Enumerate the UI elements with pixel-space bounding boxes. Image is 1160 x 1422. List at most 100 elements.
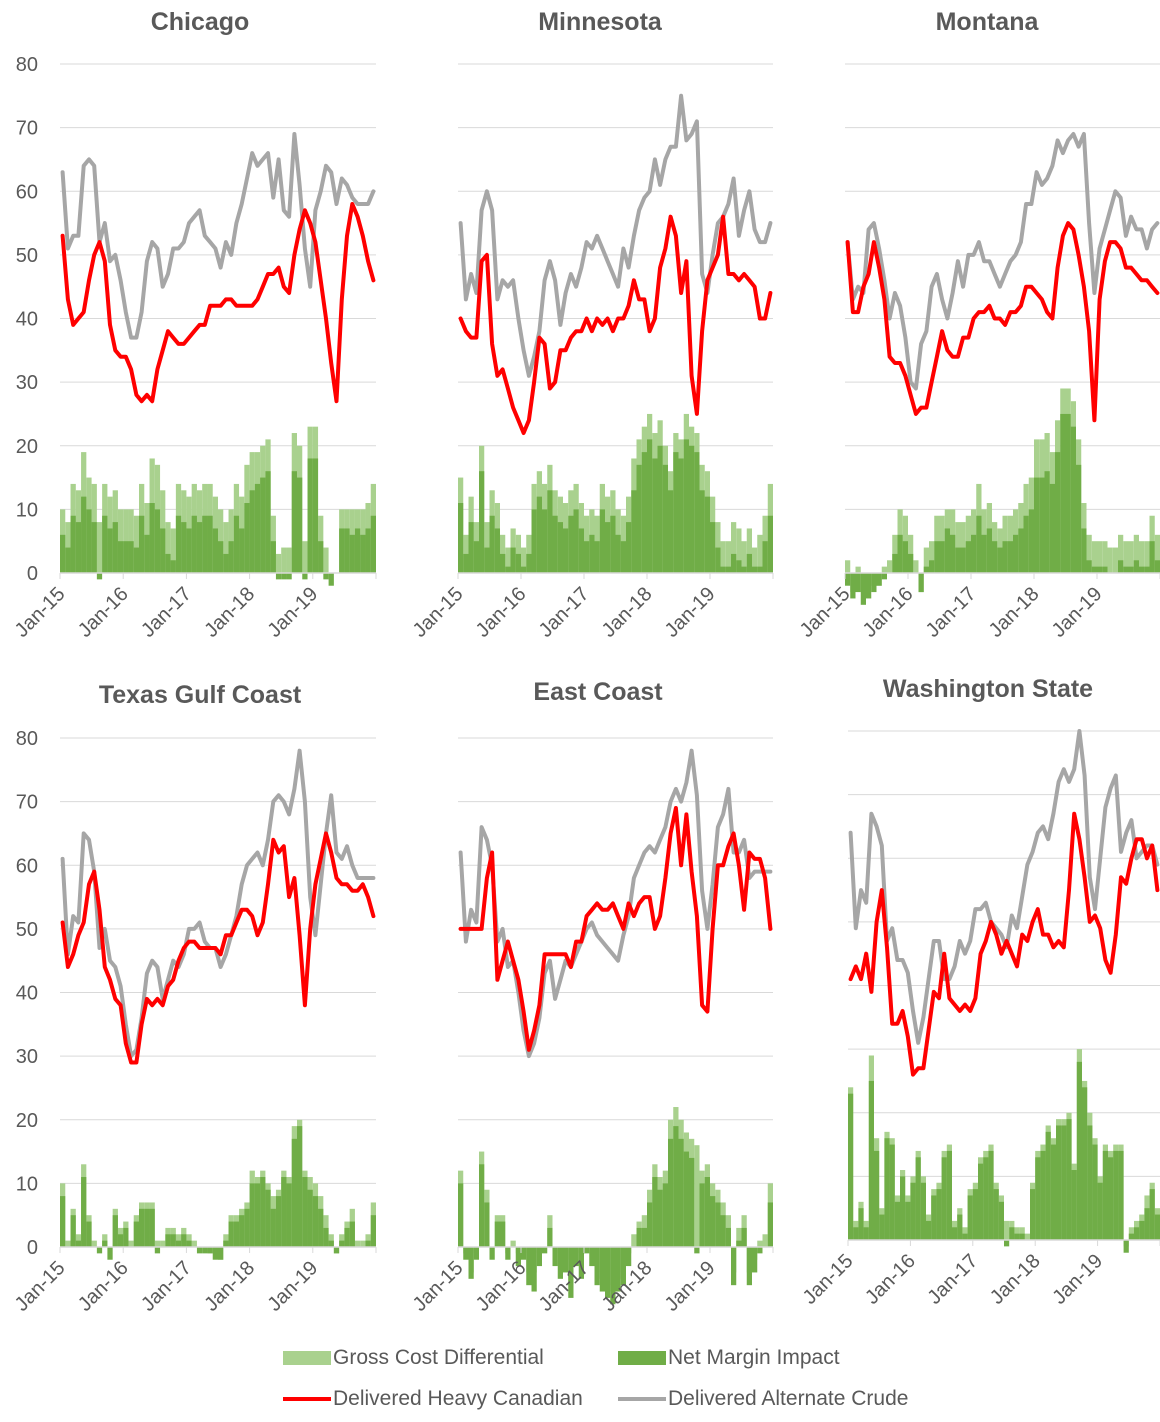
bar-net bbox=[458, 1183, 464, 1247]
line-alternate-crude bbox=[60, 132, 376, 340]
bar-net bbox=[939, 541, 945, 573]
bar-gross bbox=[360, 1240, 366, 1247]
bar-net bbox=[941, 1157, 947, 1240]
bar-gross bbox=[286, 547, 292, 573]
bar-net bbox=[848, 1093, 854, 1240]
bar-gross bbox=[1144, 541, 1150, 573]
bar-net bbox=[992, 541, 998, 573]
bar-net bbox=[260, 477, 266, 573]
bar-net bbox=[60, 534, 66, 573]
y-tick-label: 60 bbox=[16, 181, 38, 203]
bar-net bbox=[117, 1234, 124, 1247]
bar-gross bbox=[275, 553, 282, 573]
bar-net bbox=[731, 1247, 737, 1286]
legend-item-net: Net Margin Impact bbox=[618, 1346, 840, 1370]
bar-net bbox=[265, 1189, 271, 1247]
x-tick-label: Jan-18 bbox=[985, 583, 1044, 642]
bar-net bbox=[458, 503, 464, 573]
bar-net bbox=[1087, 1125, 1093, 1240]
bar-gross bbox=[223, 522, 229, 573]
line-alternate-crude bbox=[458, 93, 773, 378]
bar-gross bbox=[302, 541, 308, 573]
bar-net bbox=[584, 1247, 590, 1254]
bar-net bbox=[281, 573, 287, 580]
bar-net bbox=[547, 490, 553, 573]
bar-net bbox=[181, 522, 187, 573]
bar-net bbox=[978, 1163, 984, 1240]
bar-net bbox=[710, 1196, 716, 1247]
bar-net bbox=[1081, 528, 1087, 573]
bar-gross bbox=[720, 541, 726, 573]
bar-net bbox=[845, 573, 851, 586]
bar-net bbox=[515, 1247, 521, 1267]
chart-title: East Coast bbox=[533, 678, 663, 706]
bar-net bbox=[1019, 1233, 1025, 1240]
bar-net bbox=[500, 1221, 506, 1247]
bar-net bbox=[1013, 534, 1019, 573]
bar-net bbox=[915, 1157, 921, 1240]
bar-net bbox=[573, 509, 579, 573]
bar-net bbox=[905, 1201, 911, 1240]
bar-net bbox=[605, 1247, 611, 1298]
bar-net bbox=[297, 1126, 303, 1247]
bar-net bbox=[557, 1247, 563, 1279]
bar-net bbox=[908, 553, 914, 573]
bar-net bbox=[704, 1177, 710, 1247]
line-alternate-crude bbox=[458, 748, 773, 1059]
bar-net bbox=[468, 1247, 474, 1279]
bar-net bbox=[599, 1247, 605, 1292]
bar-gross bbox=[1107, 547, 1113, 573]
y-tick-label: 30 bbox=[16, 372, 38, 394]
bar-net bbox=[1002, 541, 1008, 573]
legend: Gross Cost Differential Net Margin Impac… bbox=[0, 1340, 1160, 1422]
bar-net bbox=[1050, 1144, 1056, 1240]
bar-net bbox=[270, 541, 276, 573]
bar-gross bbox=[505, 547, 511, 573]
bar-net bbox=[154, 509, 161, 573]
bar-net bbox=[484, 547, 490, 573]
bar-net bbox=[1030, 1189, 1036, 1240]
bar-net bbox=[323, 573, 329, 580]
y-tick-label: 10 bbox=[16, 1173, 38, 1195]
bar-gross bbox=[1097, 541, 1103, 573]
bar-net bbox=[757, 1247, 763, 1254]
bar-net bbox=[239, 1215, 245, 1247]
bar-net bbox=[531, 509, 537, 573]
bar-net bbox=[900, 1176, 906, 1240]
bar-net bbox=[673, 1126, 679, 1247]
bar-net bbox=[542, 1247, 548, 1254]
y-tick-label: 80 bbox=[16, 728, 38, 750]
bar-net bbox=[879, 1214, 885, 1240]
bar-net bbox=[515, 553, 521, 573]
bar-gross bbox=[731, 522, 737, 573]
bar-net bbox=[489, 1247, 495, 1260]
bar-net bbox=[641, 1227, 647, 1247]
bar-gross bbox=[887, 560, 893, 573]
bar-gross bbox=[323, 547, 329, 573]
bar-net bbox=[370, 515, 376, 573]
line-alternate-crude bbox=[60, 748, 376, 1059]
bar-gross bbox=[510, 1240, 516, 1247]
bar-net bbox=[344, 1227, 350, 1247]
bar-net bbox=[1134, 1227, 1140, 1240]
chart-title: Minnesota bbox=[538, 8, 663, 36]
bar-net bbox=[868, 1080, 874, 1240]
bar-net bbox=[526, 1247, 532, 1286]
bar-net bbox=[850, 573, 856, 599]
bar-net bbox=[500, 553, 506, 573]
bar-net bbox=[228, 1221, 234, 1247]
bar-net bbox=[552, 515, 558, 573]
bar-net bbox=[123, 541, 129, 573]
bar-net bbox=[976, 515, 982, 573]
bar-net bbox=[578, 528, 584, 573]
x-tick-label: Jan-15 bbox=[799, 1250, 858, 1309]
bar-net bbox=[536, 1247, 542, 1267]
bar-net bbox=[1123, 566, 1129, 573]
bar-net bbox=[884, 1138, 890, 1240]
y-tick-label: 80 bbox=[16, 54, 38, 76]
bar-gross bbox=[91, 1240, 97, 1247]
bar-net bbox=[704, 496, 710, 573]
bar-net bbox=[1023, 515, 1029, 573]
x-tick-label: Jan-19 bbox=[1048, 583, 1107, 642]
bar-net bbox=[762, 541, 768, 573]
